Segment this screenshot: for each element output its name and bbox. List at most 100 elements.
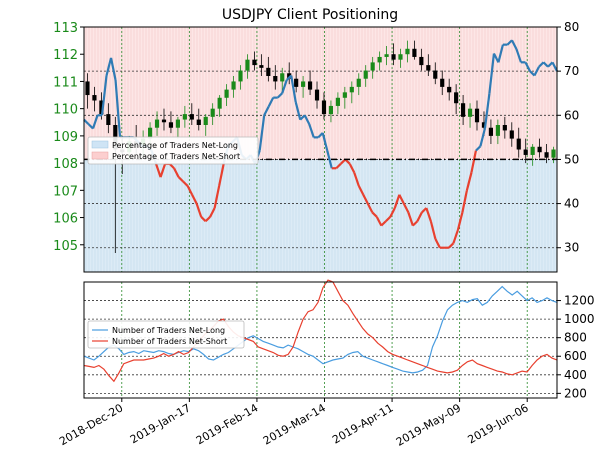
legend-swatch-short: [91, 151, 109, 160]
left-tick-label: 111: [53, 75, 78, 90]
candle-body: [433, 70, 438, 79]
candle-body: [266, 67, 271, 76]
net-short-segment: [456, 212, 464, 231]
candle-body: [231, 81, 236, 90]
net-short-segment: [470, 150, 477, 173]
net-long-segment: [114, 79, 122, 138]
candle-body: [391, 54, 396, 60]
candle-body: [419, 56, 424, 66]
candle-body: [530, 146, 535, 155]
candle-body: [301, 81, 306, 87]
net-long-segment: [483, 93, 491, 129]
candle-body: [384, 54, 389, 57]
bottom-legend: Number of Traders Net-Long Number of Trad…: [87, 320, 245, 349]
net-short-segment: [191, 194, 198, 205]
candle-body: [273, 76, 278, 82]
right-tick-label: 80: [564, 20, 579, 34]
candle-body: [474, 108, 480, 123]
candle-body: [85, 81, 90, 96]
bottom-right-tick-label: 600: [564, 349, 587, 363]
x-tick-label: 2019-Mar-14: [261, 401, 328, 447]
candle-body: [210, 108, 215, 117]
candle-body: [161, 119, 167, 123]
net-long-segment: [308, 123, 315, 138]
candle-body: [342, 92, 347, 98]
right-tick-label: 60: [564, 108, 579, 122]
candle-body: [224, 89, 229, 98]
net-long-segment: [276, 92, 283, 99]
net-long-segment: [515, 48, 523, 63]
candle-body: [363, 70, 368, 79]
candle-body: [154, 119, 160, 128]
candle-body: [488, 127, 494, 136]
candle-body: [335, 97, 340, 106]
right-tick-label: 50: [564, 152, 579, 166]
left-tick-label: 108: [53, 157, 78, 172]
net-long-segment: [83, 118, 90, 125]
net-long-segment: [510, 39, 518, 50]
net-long-segment: [290, 75, 297, 103]
net-short-segment: [434, 238, 441, 249]
x-tick-label: 2019-Apr-11: [330, 401, 395, 446]
net-short-segment: [429, 220, 437, 240]
net-short-segment: [465, 172, 473, 191]
x-axis-labels: 2018-Dec-20 2019-Jan-17 2019-Feb-14 2019-Ma…: [57, 398, 531, 449]
net-short-segment: [366, 203, 374, 213]
net-short-segment: [452, 229, 459, 244]
candle-body: [217, 97, 222, 109]
net-long-segment: [303, 114, 311, 125]
candle-body: [551, 149, 556, 158]
candle-body: [307, 81, 313, 90]
top-frame: [83, 26, 558, 273]
candle-body: [537, 146, 542, 153]
bottom-right-tick-label: 200: [564, 386, 587, 400]
x-tick-label: 2019-Jan-17: [128, 401, 193, 446]
net-short-segment: [389, 207, 396, 218]
bottom-legend-box: [87, 320, 245, 349]
net-short-segment: [213, 185, 221, 209]
net-short-segment: [186, 185, 194, 196]
net-long-segment: [542, 61, 549, 68]
net-short-segment: [209, 207, 216, 218]
right-tick-label: 70: [564, 64, 579, 78]
candle-body: [502, 125, 507, 131]
net-long-segment: [267, 97, 275, 107]
net-long-segment: [538, 61, 545, 68]
net-long-segment: [100, 75, 108, 116]
legend-label-short: Percentage of Traders Net-Short: [112, 152, 240, 161]
candle-body: [440, 78, 445, 87]
candle-body: [245, 59, 250, 71]
top-axes: 105 106 107 108 109 110 111 112 113 30 40 50 60 70 80: [53, 20, 579, 273]
candle-body: [426, 65, 431, 71]
net-long-segment: [91, 114, 99, 129]
net-short-segment: [416, 211, 423, 222]
net-short-segment: [402, 203, 410, 213]
net-long-segment: [281, 79, 288, 94]
net-short-segment: [155, 163, 162, 178]
net-short-segment: [398, 194, 405, 205]
net-short-segment: [200, 216, 207, 223]
net-short-segment: [218, 163, 225, 187]
net-long-segment: [321, 132, 329, 151]
net-short-segment: [380, 220, 387, 227]
net-short-segment: [448, 242, 455, 249]
bottom-axes: 200 400 600 800 1000 1200: [83, 281, 595, 400]
net-short-segment: [348, 163, 356, 174]
candle-body: [280, 73, 285, 82]
candle-body: [189, 114, 194, 120]
chart-title: USDJPY Client Positioning: [222, 7, 398, 23]
candle-body: [481, 122, 487, 128]
top-legend-box: [87, 136, 259, 165]
net-short-segment: [173, 167, 180, 178]
candle-body: [259, 65, 264, 68]
net-short-segment: [168, 163, 175, 170]
legend-swatch-long: [91, 140, 109, 149]
net-short-segment: [335, 163, 342, 170]
net-short-segment: [371, 211, 378, 218]
net-short-segment: [362, 194, 369, 205]
bottom-right-tick-label: 800: [564, 331, 587, 345]
price-sentiment-panel: 105106107108109110111112113304050607080 …: [53, 20, 579, 273]
bottom-right-tick-label: 1000: [564, 312, 595, 326]
candle-body: [412, 48, 417, 57]
trader-count-panel: 200 400 600 800 1000 1200 Number of Traders N…: [83, 279, 595, 400]
